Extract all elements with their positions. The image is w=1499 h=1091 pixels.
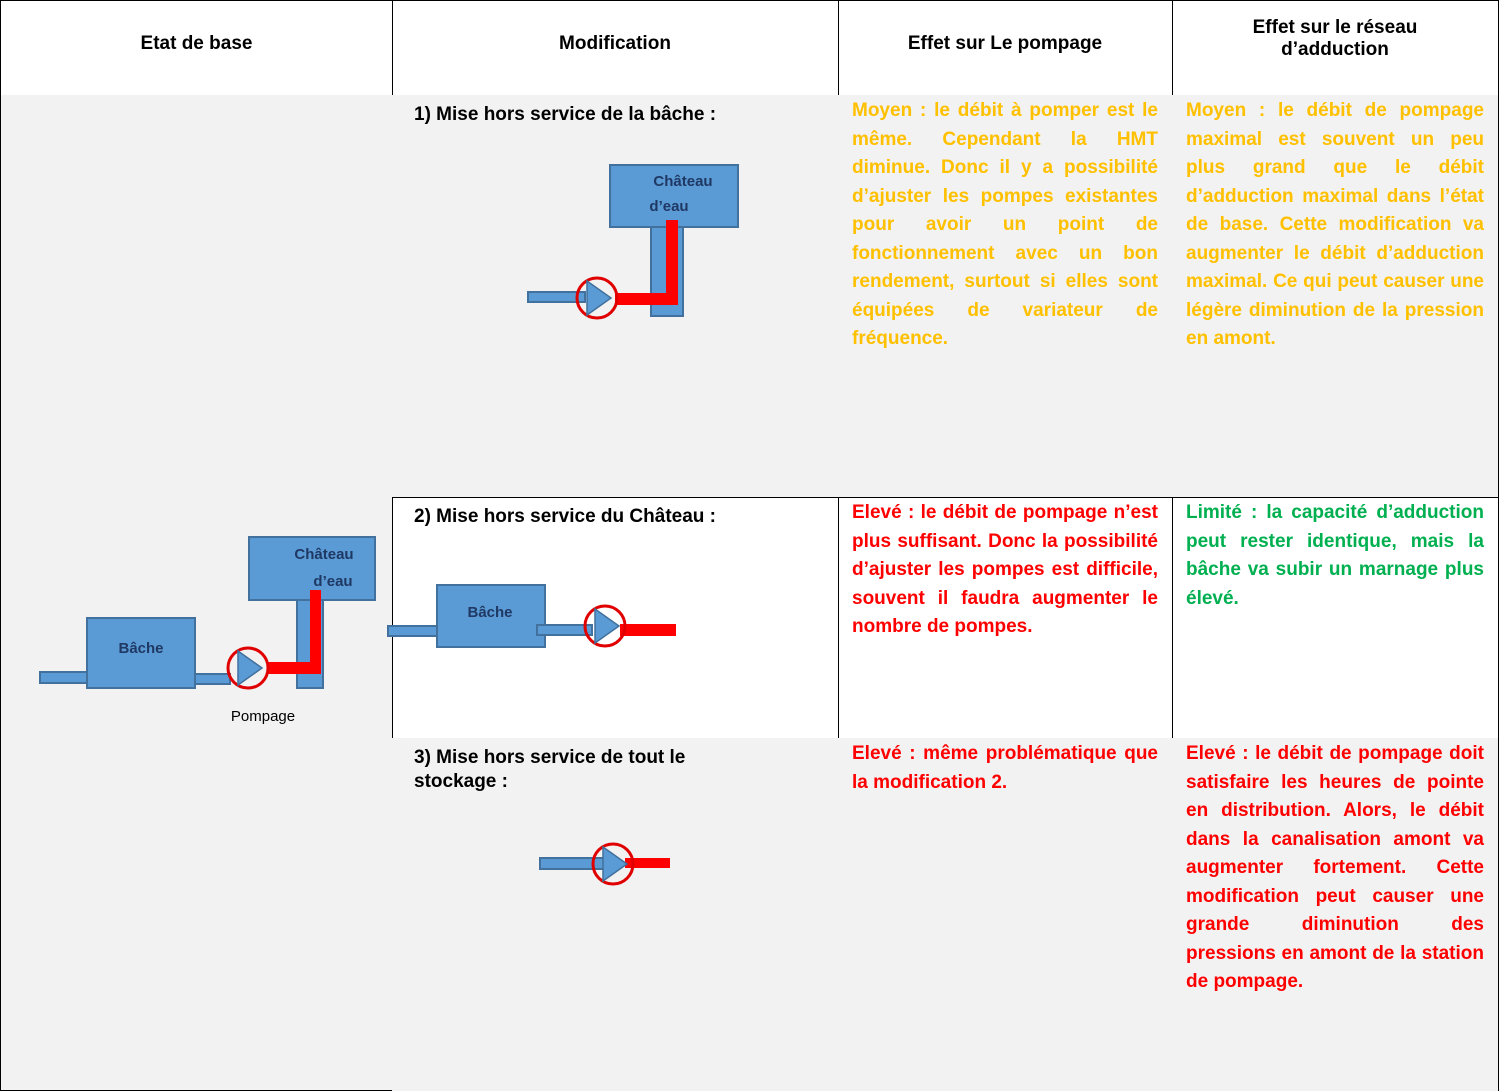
cell: Elevé : le débit de pompage doit satisfa… [1172,738,1499,1091]
header-cell: Etat de base [0,0,393,96]
pumping-effect: Elevé : le débit de pompage n’est plus s… [852,502,1158,637]
pumping-effect: Elevé : même problématique que la modifi… [852,743,1158,793]
basin-label: Bâche [467,604,512,621]
tank-label: Château [294,546,353,563]
modification: 1) Mise hors service de la bâche : [414,104,717,125]
pump-label: Pompage [231,708,295,725]
tank-label: d’eau [313,573,352,590]
diagram-2 [387,584,676,648]
tank-label: d’eau [649,198,688,215]
cell: Elevé : même problématique que la modifi… [838,738,1173,1091]
network-effect: Moyen : le débit de pompage maximal est … [1186,100,1484,349]
network-effect: Limité : la capacité d’adduction peut re… [1186,502,1484,609]
cell: Limité : la capacité d’adduction peut re… [1172,497,1499,739]
basin-label: Bâche [118,640,163,657]
pumping-effect: Moyen : le débit à pomper est le même. C… [852,100,1158,349]
diagram-3 [539,842,670,886]
cell: Moyen : le débit de pompage maximal est … [1172,95,1499,498]
network-effect: Elevé : le débit de pompage doit satisfa… [1186,743,1484,992]
base-diagram [39,536,376,690]
header: Modification [559,33,671,54]
header: Effet sur le réseau d’adduction [1252,17,1418,60]
header: Effet sur Le pompage [907,33,1103,54]
modification: 3) Mise hors service de tout le stockage… [414,747,686,792]
modification: 2) Mise hors service du Château : [414,506,716,527]
tank-label: Château [653,173,712,190]
header: Etat de base [140,33,253,54]
diagram-1 [527,164,739,320]
cell: Moyen : le débit à pomper est le même. C… [838,95,1173,498]
